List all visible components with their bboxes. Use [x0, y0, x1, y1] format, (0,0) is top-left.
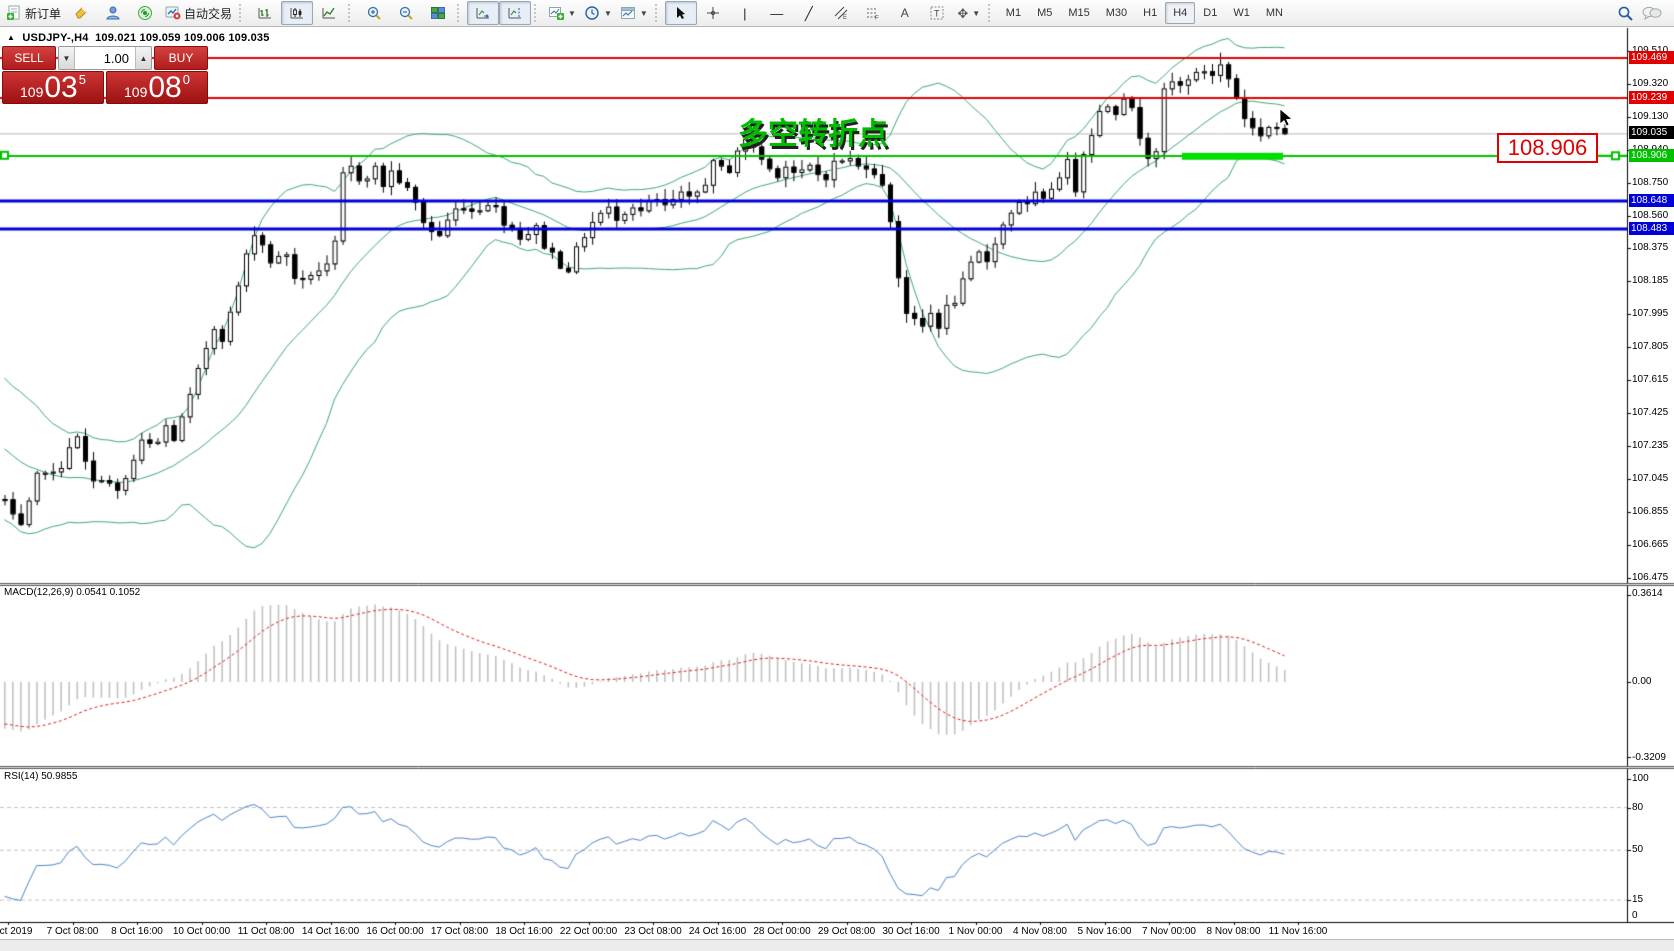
date-label: 11 Oct 08:00 [237, 926, 295, 937]
chart-ohlc-values: 109.021 109.059 109.006 109.035 [95, 32, 270, 44]
sell-price-box[interactable]: 109 03 5 [2, 71, 104, 104]
rsi-axis-100: 100 [1632, 773, 1649, 784]
date-label: 28 Oct 00:00 [753, 926, 811, 937]
date-label: 23 Oct 08:00 [624, 926, 682, 937]
volume-input[interactable]: 1.00 [103, 50, 129, 66]
macd-axis-zero: 0.00 [1632, 676, 1652, 687]
chart-symbol: USDJPY-,H4 [22, 32, 89, 44]
date-label: 8 Oct 16:00 [111, 926, 163, 937]
sell-price-prefix: 109 [20, 84, 44, 100]
price-tick-label: 109.510 [1632, 45, 1668, 56]
macd-label: MACD(12,26,9) 0.0541 0.1052 [4, 587, 141, 598]
date-label: 14 Oct 16:00 [301, 926, 360, 937]
level-price-label-108.483: 108.483 [1629, 222, 1674, 236]
level-price-label-109.035: 109.035 [1629, 126, 1674, 140]
price-tick-label: 106.475 [1632, 572, 1669, 583]
date-label: 7 Nov 00:00 [1142, 926, 1196, 937]
chart-title: ▲ USDJPY-,H4 109.021 109.059 109.006 109… [7, 32, 270, 44]
date-label: 7 Oct 08:00 [46, 926, 99, 937]
price-tick-label: 107.235 [1632, 440, 1669, 451]
level-price-label-108.648: 108.648 [1629, 193, 1674, 207]
level-price-label-108.906: 108.906 [1629, 148, 1674, 162]
price-tick-label: 107.045 [1632, 473, 1669, 484]
price-tick-label: 106.855 [1632, 506, 1669, 517]
sell-price-sup: 5 [78, 72, 86, 87]
date-label: 5 Nov 16:00 [1077, 926, 1132, 937]
price-tick-label: 108.750 [1632, 176, 1669, 188]
date-label: 17 Oct 08:00 [430, 926, 489, 937]
level-price-label-109.469: 109.469 [1629, 51, 1674, 64]
price-tick-label: 109.320 [1632, 77, 1669, 89]
status-strip [0, 939, 1674, 951]
rsi-axis-80: 80 [1632, 801, 1644, 813]
date-label: 4 Nov 08:00 [1013, 926, 1067, 937]
buy-price-sup: 0 [182, 72, 190, 87]
sell-price-big: 03 [44, 71, 78, 105]
volume-decrease-button[interactable]: ▼ [59, 47, 75, 69]
rsi-axis-15: 15 [1632, 894, 1644, 906]
price-tick-label: 107.425 [1632, 407, 1669, 418]
price-tick-label: 109.130 [1632, 110, 1669, 122]
date-label: 29 Oct 08:00 [817, 926, 876, 937]
sell-button[interactable]: SELL [2, 46, 56, 70]
one-click-trading-panel: SELL ▼ 1.00 ▲ BUY 109 03 5 109 08 0 [2, 46, 208, 104]
macd-axis-top: 0.3614 [1632, 588, 1663, 599]
collapse-triangle-icon[interactable]: ▲ [7, 33, 16, 42]
buy-price-prefix: 109 [124, 84, 148, 100]
buy-price-box[interactable]: 109 08 0 [106, 71, 208, 104]
date-label: 4 Oct 2019 [0, 926, 33, 937]
price-tick-label: 106.665 [1632, 539, 1669, 550]
date-label: 8 Nov 08:00 [1206, 926, 1261, 937]
buy-button[interactable]: BUY [154, 46, 208, 70]
price-tick-label: 108.560 [1632, 209, 1669, 221]
date-label: 1 Nov 00:00 [948, 926, 1003, 937]
date-label: 10 Oct 00:00 [172, 926, 231, 937]
price-tick-label: 108.375 [1632, 242, 1669, 253]
volume-spinner: ▼ 1.00 ▲ [58, 46, 152, 70]
level-price-label-109.239: 109.239 [1629, 90, 1674, 104]
rsi-axis-50: 50 [1632, 844, 1644, 856]
mouse-cursor-icon [1279, 109, 1293, 127]
price-tick-label: 108.185 [1632, 275, 1669, 286]
buy-price-big: 08 [148, 71, 182, 105]
date-label: 30 Oct 16:00 [882, 926, 940, 937]
date-label: 18 Oct 16:00 [495, 926, 553, 937]
macd-axis-bottom: -0.3209 [1632, 752, 1666, 763]
rsi-label: RSI(14) 50.9855 [4, 771, 78, 782]
price-tick-label: 107.995 [1632, 308, 1669, 319]
date-label: 11 Nov 16:00 [1268, 926, 1328, 937]
chart-annotation-text[interactable]: 多空转折点 [738, 118, 888, 151]
price-callout-box[interactable]: 108.906 [1497, 133, 1598, 163]
date-label: 24 Oct 16:00 [688, 926, 747, 937]
date-label: 16 Oct 00:00 [366, 926, 424, 937]
price-tick-label: 107.615 [1632, 374, 1669, 385]
price-tick-label: 107.805 [1632, 341, 1669, 352]
rsi-axis-0: 0 [1632, 910, 1638, 921]
volume-increase-button[interactable]: ▲ [135, 47, 151, 69]
date-label: 22 Oct 00:00 [559, 926, 618, 937]
